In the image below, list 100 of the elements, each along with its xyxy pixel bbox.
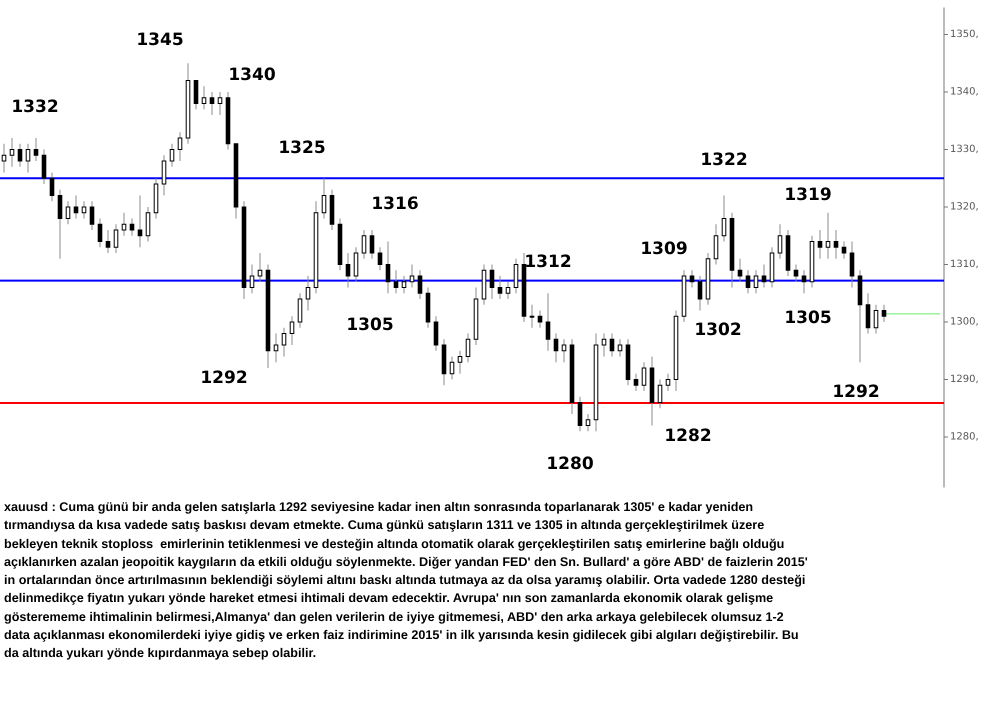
y-tick-label: 1310, — [950, 259, 979, 270]
candlestick — [762, 264, 766, 288]
candlestick — [210, 91, 214, 116]
candlestick — [194, 80, 198, 110]
candlestick — [866, 292, 870, 334]
candlestick — [466, 332, 470, 363]
candlestick — [690, 270, 694, 288]
annotation: 1316 — [371, 194, 419, 214]
candlestick — [122, 212, 126, 236]
annotation: 1345 — [136, 30, 184, 50]
candlestick — [714, 224, 718, 265]
candlestick — [146, 206, 150, 242]
candlestick — [2, 143, 6, 173]
candlestick — [794, 264, 798, 282]
candlestick — [658, 378, 662, 409]
y-tick-label: 1280, — [950, 432, 979, 443]
candlestick — [170, 143, 174, 168]
annotation: 1305 — [784, 308, 832, 328]
candlestick — [722, 194, 726, 242]
candlestick — [634, 373, 638, 392]
candlestick — [818, 229, 822, 260]
candlestick — [354, 246, 358, 282]
candlestick — [322, 178, 326, 219]
candlestick — [26, 143, 30, 173]
candlestick — [274, 332, 278, 363]
candlestick — [418, 270, 422, 300]
candlestick — [586, 413, 590, 432]
candlestick — [546, 292, 550, 352]
candlestick — [378, 246, 382, 271]
annotation: 1280 — [546, 454, 594, 474]
candlestick — [698, 275, 702, 311]
candlestick — [10, 137, 14, 168]
candlestick — [50, 172, 54, 202]
annotation: 1292 — [200, 368, 248, 388]
candlestick — [138, 194, 142, 248]
candlestick — [74, 194, 78, 219]
candlestick — [346, 252, 350, 288]
annotation: 1309 — [640, 239, 688, 259]
annotation: 1340 — [228, 65, 276, 85]
candlestick — [90, 200, 94, 230]
candlestick — [386, 240, 390, 294]
candlestick — [842, 240, 846, 260]
candlestick — [850, 240, 854, 288]
candlestick — [202, 86, 206, 110]
candlestick — [450, 356, 454, 380]
candlestick — [754, 270, 758, 294]
candlestick — [18, 143, 22, 168]
y-tick-label: 1320, — [950, 202, 979, 213]
y-tick-label: 1340, — [950, 86, 979, 98]
candlestick — [778, 224, 782, 260]
candlestick — [410, 264, 414, 288]
y-tick-label: 1300, — [950, 316, 979, 328]
annotation: 1325 — [278, 138, 326, 158]
candlestick — [178, 132, 182, 162]
annotation: 1332 — [11, 97, 59, 117]
candlestick — [642, 362, 646, 392]
annotation: 1322 — [700, 150, 748, 170]
annotation: 1282 — [664, 426, 712, 446]
candlestick — [250, 264, 254, 294]
candlestick — [218, 91, 222, 116]
candlestick — [306, 275, 310, 311]
candlestick — [258, 252, 262, 282]
candlestick — [618, 338, 622, 357]
candlestick — [162, 154, 166, 196]
candlestick — [506, 281, 510, 300]
candlestick — [738, 258, 742, 282]
candlestick — [874, 304, 878, 334]
candlestick — [602, 332, 606, 357]
annotation: 1305 — [346, 315, 394, 335]
candlestick — [298, 292, 302, 328]
y-tick-label: 1350, — [950, 29, 979, 40]
candlestick — [538, 310, 542, 328]
candlestick — [562, 338, 566, 363]
candlestick — [498, 275, 502, 300]
candlestick — [82, 200, 86, 219]
candlestick — [282, 327, 286, 357]
candlestick — [362, 229, 366, 260]
candlestick — [290, 316, 294, 346]
candlestick — [666, 373, 670, 392]
candlestick — [802, 270, 806, 294]
candlestick — [106, 229, 110, 254]
candlestick — [66, 200, 70, 225]
annotation: 1319 — [784, 185, 832, 205]
candlestick — [490, 264, 494, 300]
candlestick — [394, 270, 398, 294]
candlestick — [882, 304, 886, 322]
candlestick — [458, 350, 462, 374]
text: xauusd : Cuma günü bir anda gelen satışlarla 1292 seviyesine kadar inen altın sonrasında toparlanarak 1305' e kadar yeniden tırmandıysa da kısa vadede satış baskısı devam etmekte. Cuma günkü satışların 1311 ve 1305 in altında gerçekleştirilmek üzere bekleyen teknik stoploss emirlerinin tetiklenmesi ve desteğin altında otomatik olarak gerçekleştirilen satış emirlerine bağlı olduğu açıklanırken azalan jeopoitik kaygıların da etkili olduğu söylenmekte. Diğer yandan FED' den Sn. Bullard' a göre ABD' de faizlerin 2015' in ortalarından önce artırılmasının beklendiği söylemi altını baskı altında tutmaya az da olsa yaramış olabilir. Orta vadede 1280 desteği delinmedikçe fiyatın yukarı yönde hareket etmesi ihtimali devam edecektir. Avrupa' nın son zamanlarda ekonomik olarak gelişme gösterememe ihtimalinin belirmesi,Almanya' dan gelen verilerin de iyiye gitmemesi, ABD' den arka arkaya gelebilecek olumsuz 1-2 data açıklanması ekonomilerdeki iyiye gidiş ve erken faiz indirimine 2015' in ilk yarısında kesin gidilecek gibi algıları değiştirebilir. Bu da altında yukarı yönde kıpırdanmaya sebep olabilir. — [4, 500, 808, 660]
annotation: 1292 — [832, 382, 880, 402]
candlestick — [42, 148, 46, 184]
y-tick-label: 1290, — [950, 374, 979, 386]
candlestick — [834, 229, 838, 260]
y-tick-label: 1330, — [950, 144, 979, 156]
candlestick — [554, 332, 558, 363]
candlestick — [826, 212, 830, 260]
candlestick — [114, 224, 118, 254]
candlestick — [402, 275, 406, 294]
candlestick — [434, 316, 438, 352]
candlestick — [530, 304, 534, 328]
candlestick — [58, 189, 62, 260]
